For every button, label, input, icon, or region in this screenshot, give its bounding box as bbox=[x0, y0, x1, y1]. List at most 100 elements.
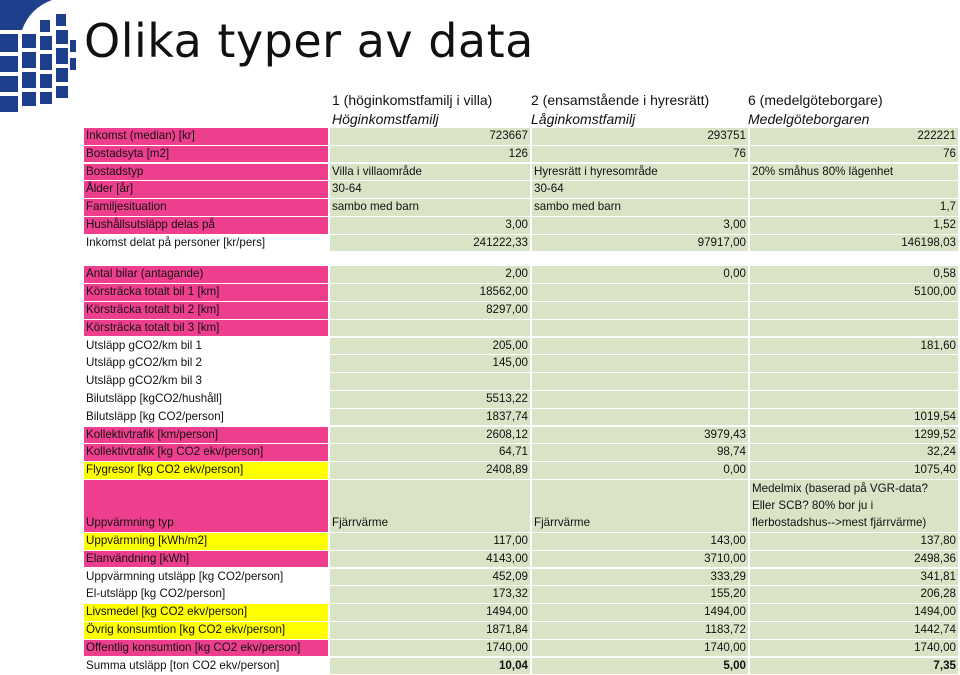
value-cell-col2 bbox=[532, 302, 748, 319]
table-row: Uppvärmning utsläpp [kg CO2/person] 452,0… bbox=[84, 568, 958, 586]
value-cell-col2: sambo med barn bbox=[532, 199, 748, 216]
column-subheader-1: Höginkomstfamilj bbox=[332, 111, 439, 127]
row-label: Utsläpp gCO2/km bil 2 bbox=[84, 355, 328, 372]
value-cell-col3 bbox=[750, 373, 958, 390]
table-row: Uppvärmning [kWh/m2] 117,00 143,00 137,80 bbox=[84, 533, 958, 550]
row-label: Elanvändning [kWh] bbox=[84, 550, 328, 568]
value-cell-col3: 5100,00 bbox=[750, 284, 958, 301]
value-cell-col3: 0,58 bbox=[750, 266, 958, 284]
value-cell-col3: 76 bbox=[750, 145, 958, 163]
table-row: Bostadstyp Villa i villaområde Hyresrätt i… bbox=[84, 163, 958, 181]
value-cell-col3: 1075,40 bbox=[750, 462, 958, 479]
logo-grid-icon bbox=[0, 0, 76, 114]
value-cell-col1: 1837,74 bbox=[330, 408, 530, 426]
data-table: Inkomst (median) [kr] 723667 293751 222221 B… bbox=[84, 128, 958, 675]
row-label: Uppvärmning utsläpp [kg CO2/person] bbox=[84, 568, 328, 586]
value-cell-col3: 2498,36 bbox=[750, 550, 958, 568]
value-cell-col2 bbox=[532, 408, 748, 426]
value-cell-col1: 205,00 bbox=[330, 337, 530, 355]
row-label: Offentlig konsumtion [kg CO2 ekv/person] bbox=[84, 639, 328, 657]
value-cell-col1: 8297,00 bbox=[330, 302, 530, 319]
table-row: Kollektivtrafik [kg CO2 ekv/person] 64,71… bbox=[84, 444, 958, 461]
value-cell-col2 bbox=[532, 390, 748, 408]
row-label: Bostadstyp bbox=[84, 163, 328, 181]
table-row: Inkomst delat på personer [kr/pers] 24122… bbox=[84, 234, 958, 252]
value-line: Medelmix (baserad på VGR-data? bbox=[752, 481, 928, 495]
value-cell-col1: 2408,89 bbox=[330, 462, 530, 479]
value-cell-col1: 126 bbox=[330, 145, 530, 163]
value-cell-col1: 1494,00 bbox=[330, 604, 530, 621]
value-cell-col3: 32,24 bbox=[750, 444, 958, 461]
value-cell-col1 bbox=[330, 373, 530, 390]
table-row: Livsmedel [kg CO2 ekv/person] 1494,00 1494… bbox=[84, 604, 958, 621]
table-row: Utsläpp gCO2/km bil 2 145,00 bbox=[84, 355, 958, 372]
value-cell-col2: 333,29 bbox=[532, 568, 748, 586]
table-row: Ålder [år] 30-64 30-64 bbox=[84, 181, 958, 198]
row-label: Bilutsläpp [kg CO2/person] bbox=[84, 408, 328, 426]
table-row: Antal bilar (antagande) 2,00 0,00 0,58 bbox=[84, 266, 958, 284]
row-label: Uppvärmning [kWh/m2] bbox=[84, 533, 328, 550]
row-label: Summa utsläpp [ton CO2 ekv/person] bbox=[84, 657, 328, 675]
value-cell-col3: 1299,52 bbox=[750, 426, 958, 444]
value-cell-col3 bbox=[750, 355, 958, 372]
value-cell-col2: 76 bbox=[532, 145, 748, 163]
column-header-1: 1 (höginkomstfamilj i villa) bbox=[332, 92, 493, 108]
value-cell-col2: 98,74 bbox=[532, 444, 748, 461]
value-cell-col2 bbox=[532, 319, 748, 337]
value-cell-col1: Fjärrvärme bbox=[330, 479, 530, 532]
value-cell-col3: 1,52 bbox=[750, 216, 958, 234]
row-label: Inkomst delat på personer [kr/pers] bbox=[84, 234, 328, 252]
row-label: Utsläpp gCO2/km bil 1 bbox=[84, 337, 328, 355]
table-row: Flygresor [kg CO2 ekv/person] 2408,89 0,00… bbox=[84, 462, 958, 479]
value-cell-col1: 2,00 bbox=[330, 266, 530, 284]
table-row: Körsträcka totalt bil 3 [km] bbox=[84, 319, 958, 337]
row-label: Utsläpp gCO2/km bil 3 bbox=[84, 373, 328, 390]
table-row: Uppvärmning typ Fjärrvärme Fjärrvärme Medel… bbox=[84, 479, 958, 532]
row-label: Bostadsyta [m2] bbox=[84, 145, 328, 163]
value-cell-col1: 1740,00 bbox=[330, 639, 530, 657]
value-cell-col3: 146198,03 bbox=[750, 234, 958, 252]
value-line: Eller SCB? 80% bor ju i bbox=[752, 498, 874, 512]
row-label: Kollektivtrafik [kg CO2 ekv/person] bbox=[84, 444, 328, 461]
value-cell-col2: 155,20 bbox=[532, 586, 748, 603]
value-cell-col3: 137,80 bbox=[750, 533, 958, 550]
value-cell-col1: 10,04 bbox=[330, 657, 530, 675]
row-label: Hushållsutsläpp delas på bbox=[84, 216, 328, 234]
row-label: Uppvärmning typ bbox=[84, 479, 328, 532]
row-label: Körsträcka totalt bil 1 [km] bbox=[84, 284, 328, 301]
value-cell-col3: 1442,74 bbox=[750, 621, 958, 639]
value-cell-col1: Villa i villaområde bbox=[330, 163, 530, 181]
table-spacer bbox=[84, 252, 958, 265]
value-cell-col1: 30-64 bbox=[330, 181, 530, 198]
row-label: Antal bilar (antagande) bbox=[84, 266, 328, 284]
value-cell-col3: 1019,54 bbox=[750, 408, 958, 426]
row-label: Ålder [år] bbox=[84, 181, 328, 198]
row-label: El-utsläpp [kg CO2/person] bbox=[84, 586, 328, 603]
value-cell-col2: 0,00 bbox=[532, 266, 748, 284]
table-row: Utsläpp gCO2/km bil 3 bbox=[84, 373, 958, 390]
value-cell-col3: 181,60 bbox=[750, 337, 958, 355]
value-cell-col3 bbox=[750, 181, 958, 198]
value-cell-col2: 3979,43 bbox=[532, 426, 748, 444]
value-cell-col2: 1494,00 bbox=[532, 604, 748, 621]
column-header-3: 6 (medelgöteborgare) bbox=[748, 92, 883, 108]
value-cell-col2: 3710,00 bbox=[532, 550, 748, 568]
value-cell-col2: 293751 bbox=[532, 128, 748, 145]
table-row: Kollektivtrafik [km/person] 2608,12 3979,4… bbox=[84, 426, 958, 444]
table-row: Bilutsläpp [kg CO2/person] 1837,74 1019,54 bbox=[84, 408, 958, 426]
value-cell-col2: 97917,00 bbox=[532, 234, 748, 252]
value-cell-col2: 143,00 bbox=[532, 533, 748, 550]
value-cell-col3: 341,81 bbox=[750, 568, 958, 586]
table-row: Elanvändning [kWh] 4143,00 3710,00 2498,36 bbox=[84, 550, 958, 568]
value-cell-col3: 1,7 bbox=[750, 199, 958, 216]
value-cell-col1: 3,00 bbox=[330, 216, 530, 234]
row-label: Flygresor [kg CO2 ekv/person] bbox=[84, 462, 328, 479]
value-cell-col3: 1494,00 bbox=[750, 604, 958, 621]
row-label: Körsträcka totalt bil 3 [km] bbox=[84, 319, 328, 337]
table-row: Utsläpp gCO2/km bil 1 205,00 181,60 bbox=[84, 337, 958, 355]
value-cell-col2 bbox=[532, 337, 748, 355]
row-label: Livsmedel [kg CO2 ekv/person] bbox=[84, 604, 328, 621]
table-row: Körsträcka totalt bil 1 [km] 18562,00 5100… bbox=[84, 284, 958, 301]
row-label: Kollektivtrafik [km/person] bbox=[84, 426, 328, 444]
value-cell-col2: 0,00 bbox=[532, 462, 748, 479]
